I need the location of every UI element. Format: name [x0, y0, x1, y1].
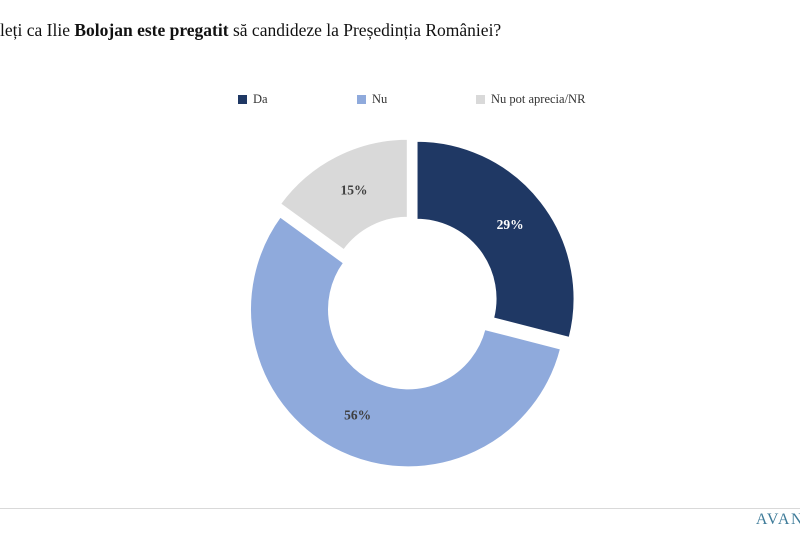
brand-logo: AVAN: [755, 511, 800, 528]
legend-label: Da: [253, 92, 268, 106]
chart-title: leți ca Ilie Bolojan este pregatit să ca…: [0, 20, 501, 41]
slice-percentage-label: 56%: [344, 408, 371, 423]
chart-title-prefix: leți ca Ilie: [0, 20, 75, 40]
legend-swatch-icon: [238, 95, 247, 104]
donut-slice: [278, 137, 409, 252]
legend-item: Nu pot aprecia/NR: [476, 92, 585, 107]
legend-item: Nu: [357, 92, 476, 107]
donut-slice: [415, 139, 576, 340]
donut-chart: 29% 56% 15%: [249, 137, 576, 469]
legend-item: Da: [238, 92, 357, 107]
chart-title-bold: Bolojan este pregatit: [74, 20, 229, 40]
donut-slice: [249, 215, 563, 469]
chart-title-suffix: să candideze la Președinția României?: [228, 20, 502, 40]
legend-label: Nu pot aprecia/NR: [491, 92, 586, 106]
legend-swatch-icon: [357, 95, 366, 104]
legend-label: Nu: [372, 92, 388, 106]
footer-divider: [0, 508, 800, 509]
legend-swatch-icon: [476, 95, 485, 104]
slice-percentage-label: 15%: [341, 182, 368, 197]
slice-percentage-label: 29%: [497, 217, 524, 232]
chart-legend: Da Nu Nu pot aprecia/NR: [238, 92, 585, 107]
